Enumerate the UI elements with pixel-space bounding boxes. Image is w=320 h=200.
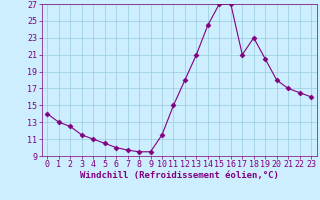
X-axis label: Windchill (Refroidissement éolien,°C): Windchill (Refroidissement éolien,°C)	[80, 171, 279, 180]
